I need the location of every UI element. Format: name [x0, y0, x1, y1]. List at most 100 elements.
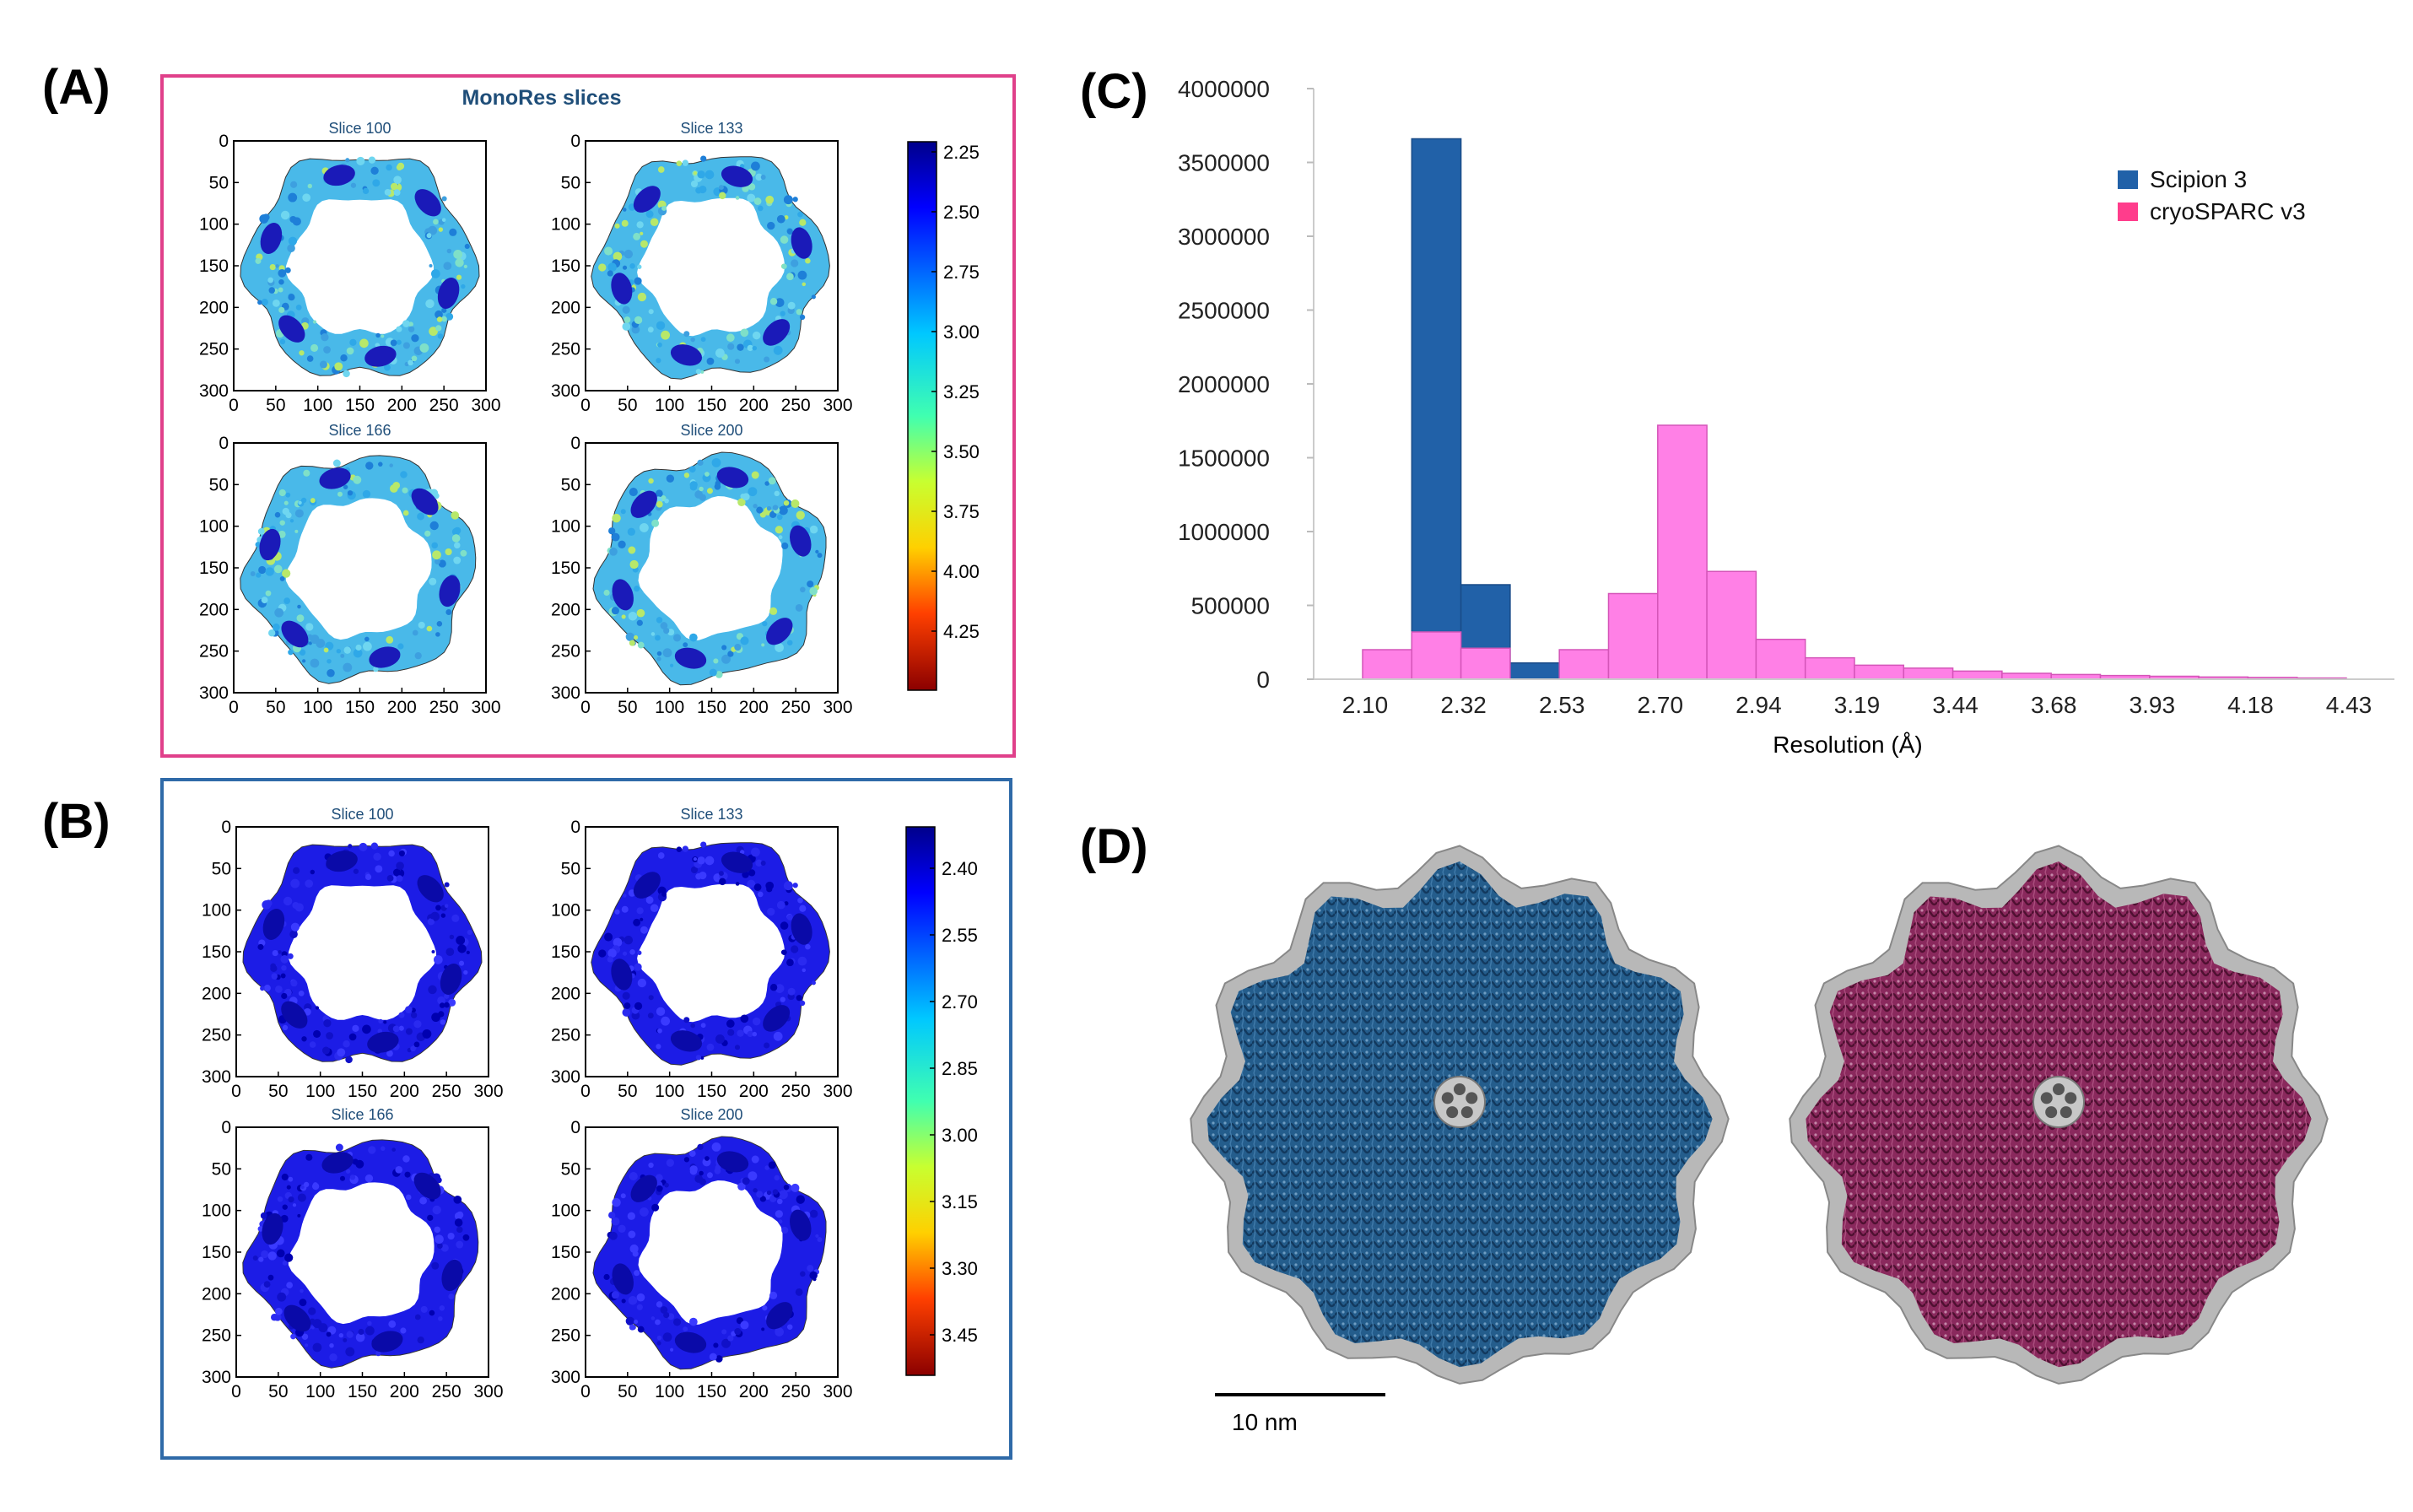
- x-tick-label: 50: [618, 1382, 637, 1401]
- density-blob: [262, 908, 285, 940]
- y-tick-label: 250: [202, 1326, 231, 1346]
- y-tick-label: 300: [199, 683, 229, 703]
- density-blob: [721, 851, 753, 873]
- x-tick-label: 300: [471, 396, 500, 415]
- y-tick-label: 50: [212, 1159, 231, 1179]
- panel-d-maps: 10 nm: [1190, 845, 2329, 1435]
- y-tick-label: 100: [551, 517, 580, 537]
- y-tick-label: 100: [202, 1202, 231, 1221]
- histogram-bar: [1951, 670, 2003, 680]
- y-tick-label: 500000: [1191, 593, 1270, 619]
- density-blob: [670, 344, 703, 366]
- panel-b-slices: Slice 1000050501001001501502002002502503…: [160, 778, 1012, 1460]
- x-tick-label: 200: [739, 1382, 769, 1401]
- y-tick-label: 150: [199, 256, 229, 276]
- pore-subunit: [2065, 1092, 2077, 1104]
- ring-hole: [638, 496, 783, 640]
- y-tick-label: 0: [1256, 667, 1270, 693]
- density-blob: [721, 165, 753, 187]
- ring-hole: [288, 885, 437, 1020]
- panel-letter-d: (D): [1080, 819, 1148, 874]
- density-blob: [281, 1001, 308, 1029]
- y-tick-label: 1500000: [1178, 446, 1270, 472]
- y-tick-label: 3500000: [1178, 150, 1270, 176]
- x-tick-label: 50: [266, 396, 285, 415]
- x-tick-label: 200: [739, 698, 769, 717]
- colorbar-tick-label: 3.75: [943, 501, 980, 522]
- density-blob: [278, 315, 305, 343]
- x-tick-label: 50: [268, 1082, 288, 1101]
- legend-swatch: [2118, 170, 2138, 189]
- colorbar-tick-label: 3.25: [943, 381, 980, 402]
- histogram-bar: [1854, 664, 1905, 680]
- x-tick-label: 200: [387, 698, 417, 717]
- cryosparc-density-map: [1789, 845, 2329, 1385]
- x-tick-label: 150: [348, 1382, 377, 1401]
- x-tick-label: 0: [580, 1382, 591, 1401]
- y-tick-label: 0: [221, 818, 231, 837]
- ring-hole: [638, 1180, 783, 1325]
- histogram-bar: [1755, 639, 1806, 680]
- x-tick-label: 200: [739, 1082, 769, 1101]
- slice-label: Slice 200: [680, 422, 742, 439]
- x-tick-label: 150: [697, 1082, 726, 1101]
- y-tick-label: 50: [212, 859, 231, 878]
- x-tick-label: 250: [432, 1082, 462, 1101]
- panel-letter-b: (B): [42, 794, 111, 849]
- x-tick-label: 4.18: [2227, 692, 2274, 718]
- colorbar-tick-label: 3.45: [942, 1325, 978, 1346]
- density-blob: [441, 1259, 463, 1292]
- y-tick-label: 250: [551, 340, 580, 359]
- x-tick-label: 100: [305, 1382, 335, 1401]
- x-tick-label: 300: [473, 1382, 503, 1401]
- y-tick-label: 300: [551, 683, 580, 703]
- resolution-histogram: 0 500000 1000000 1500000 2000000 2500000 30000…: [1178, 76, 2394, 758]
- x-tick-label: 150: [345, 698, 375, 717]
- y-tick-label: 100: [199, 517, 229, 537]
- histogram-bar: [1411, 631, 1462, 680]
- y-tick-label: 250: [551, 1026, 580, 1045]
- colorbar-tick-label: 4.00: [943, 561, 980, 582]
- x-tick-label: 0: [580, 698, 591, 717]
- y-tick-label: 0: [219, 132, 229, 151]
- slice-plot: Slice 200 0 0 50 50 100 100 150 150 200 200 250 250 3…: [551, 1106, 853, 1401]
- y-tick-label: 50: [561, 859, 580, 878]
- histogram-bar: [2001, 672, 2052, 680]
- y-tick-label: 300: [199, 381, 229, 401]
- density-blob: [670, 1030, 703, 1052]
- ring-hole: [637, 883, 785, 1023]
- slice-plot: Slice 166 0 0 50 50 100 100 150 150 200 200 250 250 3…: [202, 1106, 504, 1401]
- x-tick-label: 3.68: [2031, 692, 2077, 718]
- y-tick-label: 150: [199, 559, 229, 578]
- slice-plot: Slice 133 0 0 50 50 100 100 150 150 200 200 250 250 3…: [551, 120, 853, 415]
- colorbar-tick-label: 2.50: [943, 202, 980, 223]
- density-blob: [262, 1212, 283, 1245]
- density-blob: [260, 222, 283, 254]
- x-tick-label: 100: [305, 1082, 335, 1101]
- colorbar-tick-label: 2.40: [942, 858, 978, 879]
- density-blob: [364, 345, 397, 367]
- y-tick-label: 100: [202, 901, 231, 921]
- x-tick-label: 4.43: [2326, 692, 2373, 718]
- y-tick-label: 2500000: [1178, 298, 1270, 324]
- y-tick-label: 150: [202, 942, 231, 962]
- density-blob: [323, 165, 355, 186]
- slice-plot: Slice 166 0 0 50 50 100 100 150 150 200 200 250 250 3…: [199, 422, 501, 717]
- y-tick-label: 200: [202, 1284, 231, 1304]
- density-blob: [414, 189, 441, 217]
- x-tick-label: 300: [823, 1382, 852, 1401]
- density-blob: [766, 1302, 793, 1330]
- y-tick-label: 50: [209, 475, 229, 494]
- x-tick-label: 2.70: [1638, 692, 1684, 718]
- x-tick-label: 150: [348, 1082, 377, 1101]
- slice-label: Slice 133: [680, 120, 742, 137]
- slice-plot: Slice 200 0 0 50 50 100 100 150 150 200 200 250 250 3…: [551, 422, 853, 717]
- colorbar-tick-label: 2.70: [942, 991, 978, 1012]
- pore-subunit: [2053, 1083, 2065, 1095]
- pore-subunit: [1466, 1092, 1478, 1104]
- y-tick-label: 150: [551, 942, 580, 962]
- colorbar-tick-label: 3.30: [942, 1258, 978, 1279]
- scale-bar-label: 10 nm: [1232, 1409, 1298, 1435]
- x-tick-label: 150: [345, 396, 375, 415]
- y-tick-label: 0: [219, 434, 229, 453]
